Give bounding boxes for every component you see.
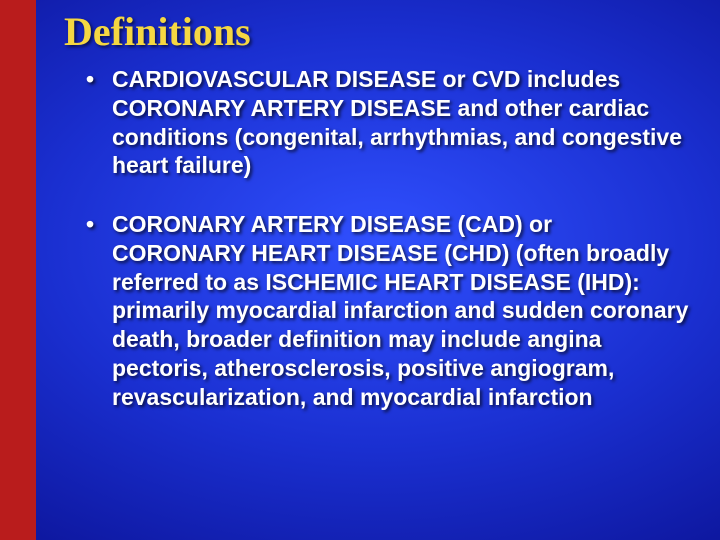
left-sidebar-accent (0, 0, 36, 540)
bullet-list: CARDIOVASCULAR DISEASE or CVD includes C… (64, 65, 690, 411)
bullet-item: CORONARY ARTERY DISEASE (CAD) or CORONAR… (86, 210, 690, 411)
slide-content-area: Definitions CARDIOVASCULAR DISEASE or CV… (36, 0, 720, 540)
slide-title: Definitions (64, 8, 690, 55)
bullet-item: CARDIOVASCULAR DISEASE or CVD includes C… (86, 65, 690, 180)
